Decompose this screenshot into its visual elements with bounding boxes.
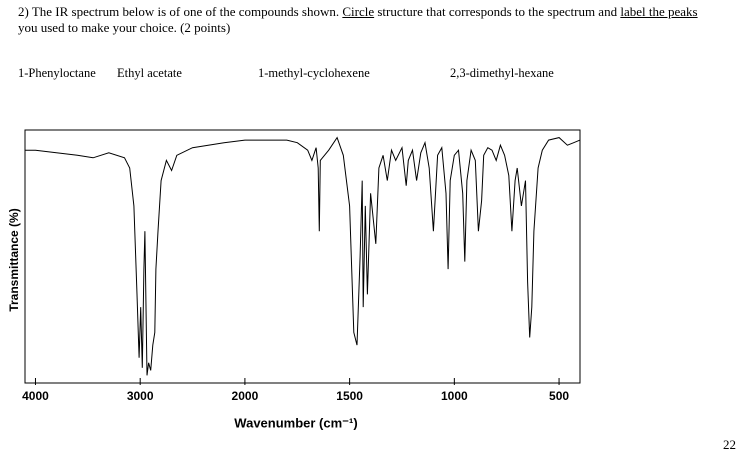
x-tick-label: 500 xyxy=(549,389,569,403)
page-number: 22 xyxy=(723,437,736,452)
question: 2) The IR spectrum below is of one of th… xyxy=(18,4,738,36)
compound: 1-Phenyloctane xyxy=(18,66,96,80)
x-tick-label: 3000 xyxy=(127,389,154,403)
compound: Ethyl acetate xyxy=(117,66,182,80)
compound: 2,3-dimethyl-hexane xyxy=(450,66,554,80)
question-text: you used to make your choice. (2 points) xyxy=(18,20,231,35)
x-tick-label: 1000 xyxy=(441,389,468,403)
x-tick-label: 4000 xyxy=(22,389,49,403)
x-axis-label: Wavenumber (cm⁻¹) xyxy=(234,415,357,430)
y-axis-label: Transmittance (%) xyxy=(7,208,21,311)
plot-frame xyxy=(24,129,581,384)
question-text: Circle xyxy=(342,4,375,19)
question-text: structure that corresponds to the spectr… xyxy=(374,4,621,19)
spectrum-line xyxy=(25,136,581,376)
x-tick-label: 1500 xyxy=(336,389,363,403)
compound: 1-methyl-cyclohexene xyxy=(258,66,370,80)
question-text: label the peaks xyxy=(620,4,698,19)
x-tick-label: 2000 xyxy=(232,389,259,403)
question-text: 2) The IR spectrum below is of one of th… xyxy=(18,4,343,19)
